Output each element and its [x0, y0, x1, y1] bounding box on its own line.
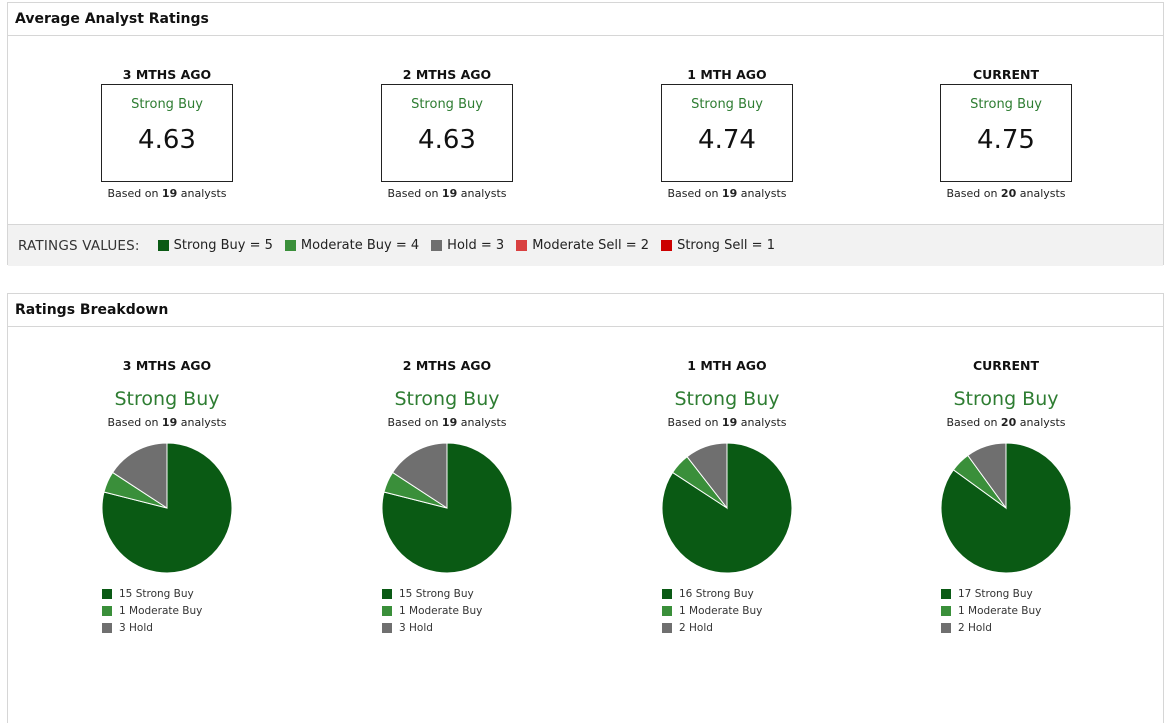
swatch-moderate-buy — [941, 605, 951, 616]
pie-legend-hold: 2 Hold — [941, 619, 1126, 636]
swatch-strong-sell — [661, 240, 673, 251]
swatch-moderate-buy — [284, 240, 296, 251]
breakdown-col-title: 3 MTHS AGO — [122, 358, 212, 373]
swatch-moderate-buy — [662, 605, 672, 616]
based-on-text: Based on 19 analysts — [387, 187, 507, 200]
pie-slice-hold — [111, 442, 168, 509]
based-on-text: Based on 19 analysts — [667, 187, 787, 200]
pie-legend-strong-buy: 15 Strong Buy — [382, 585, 567, 602]
pie-legend-moderate-buy: 1 Moderate Buy — [382, 602, 567, 619]
pie-legend-moderate-buy: 1 Moderate Buy — [102, 602, 287, 619]
based-on-text: Based on 19 analysts — [107, 187, 227, 200]
legend-item-moderate-buy: Moderate Buy = 4 — [284, 238, 419, 253]
pie-legend: 17 Strong Buy 1 Moderate Buy 2 Hold — [886, 585, 1126, 636]
based-on-text: Based on 19 analysts — [667, 416, 787, 429]
avg-col-title: 2 MTHS AGO — [402, 67, 492, 82]
breakdown-col-3-months-ago: 3 MTHS AGO Strong Buy Based on 19 analys… — [47, 357, 287, 636]
breakdown-col-title: CURRENT — [972, 358, 1040, 373]
breakdown-col-title: 2 MTHS AGO — [402, 358, 492, 373]
pie-legend: 15 Strong Buy 1 Moderate Buy 3 Hold — [327, 585, 567, 636]
swatch-hold — [662, 622, 672, 633]
average-ratings-title: Average Analyst Ratings — [8, 3, 1163, 36]
breakdown-col-current: CURRENT Strong Buy Based on 20 analysts … — [886, 357, 1126, 636]
pie-legend-moderate-buy: 1 Moderate Buy — [662, 602, 847, 619]
swatch-strong-buy — [941, 588, 951, 599]
swatch-strong-buy — [102, 588, 112, 599]
rating-box: Strong Buy 4.75 — [940, 84, 1072, 182]
avg-col-title: 3 MTHS AGO — [122, 67, 212, 82]
legend-item-hold: Hold = 3 — [431, 238, 504, 253]
swatch-moderate-buy — [102, 605, 112, 616]
rating-box: Strong Buy 4.74 — [661, 84, 793, 182]
pie-legend-hold: 2 Hold — [662, 619, 847, 636]
rating-box: Strong Buy 4.63 — [101, 84, 233, 182]
based-on-text: Based on 19 analysts — [387, 416, 507, 429]
rating-score: 4.63 — [418, 125, 476, 155]
rating-box: Strong Buy 4.63 — [381, 84, 513, 182]
swatch-hold — [941, 622, 951, 633]
legend-item-strong-buy: Strong Buy = 5 — [157, 238, 273, 253]
swatch-hold — [431, 240, 443, 251]
pie-legend-strong-buy: 15 Strong Buy — [102, 585, 287, 602]
breakdown-col-title: 1 MTH AGO — [687, 358, 767, 373]
avg-col-2-months-ago: 2 MTHS AGO Strong Buy 4.63 Based on 19 a… — [381, 66, 513, 200]
based-on-text: Based on 19 analysts — [107, 416, 227, 429]
legend-item-moderate-sell: Moderate Sell = 2 — [516, 238, 649, 253]
swatch-strong-buy — [157, 240, 169, 251]
pie-slice-hold — [391, 442, 448, 509]
ratings-pie-chart — [381, 442, 513, 574]
pie-legend: 15 Strong Buy 1 Moderate Buy 3 Hold — [47, 585, 287, 636]
pie-slice-hold — [967, 442, 1007, 510]
rating-label: Strong Buy — [131, 97, 203, 112]
pie-legend-moderate-buy: 1 Moderate Buy — [941, 602, 1126, 619]
swatch-hold — [382, 622, 392, 633]
rating-score: 4.63 — [138, 125, 196, 155]
pie-legend-hold: 3 Hold — [102, 619, 287, 636]
swatch-strong-buy — [382, 588, 392, 599]
rating-score: 4.74 — [698, 125, 756, 155]
swatch-hold — [102, 622, 112, 633]
breakdown-verdict: Strong Buy — [953, 388, 1059, 410]
breakdown-verdict: Strong Buy — [394, 388, 500, 410]
ratings-pie-chart — [101, 442, 233, 574]
avg-col-current: CURRENT Strong Buy 4.75 Based on 20 anal… — [940, 66, 1072, 200]
breakdown-verdict: Strong Buy — [674, 388, 780, 410]
swatch-moderate-buy — [382, 605, 392, 616]
average-ratings-row: 3 MTHS AGO Strong Buy 4.63 Based on 19 a… — [8, 36, 1163, 223]
based-on-text: Based on 20 analysts — [946, 187, 1066, 200]
pie-legend: 16 Strong Buy 1 Moderate Buy 2 Hold — [607, 585, 847, 636]
pie-slice-hold — [686, 442, 728, 510]
avg-col-title: CURRENT — [972, 67, 1040, 82]
pie-legend-strong-buy: 17 Strong Buy — [941, 585, 1126, 602]
swatch-moderate-sell — [516, 240, 528, 251]
breakdown-col-2-months-ago: 2 MTHS AGO Strong Buy Based on 19 analys… — [327, 357, 567, 636]
ratings-pie-chart — [940, 442, 1072, 574]
pie-legend-hold: 3 Hold — [382, 619, 567, 636]
ratings-breakdown-panel: Ratings Breakdown 3 MTHS AGO Strong Buy … — [7, 293, 1164, 723]
rating-label: Strong Buy — [970, 97, 1042, 112]
breakdown-col-1-month-ago: 1 MTH AGO Strong Buy Based on 19 analyst… — [607, 357, 847, 636]
pie-slice-strong-buy — [940, 442, 1072, 574]
legend-item-strong-sell: Strong Sell = 1 — [661, 238, 775, 253]
ratings-breakdown-title: Ratings Breakdown — [8, 294, 1163, 327]
pie-legend-strong-buy: 16 Strong Buy — [662, 585, 847, 602]
avg-col-title: 1 MTH AGO — [687, 67, 767, 82]
swatch-strong-buy — [662, 588, 672, 599]
based-on-text: Based on 20 analysts — [946, 416, 1066, 429]
ratings-pie-chart — [661, 442, 793, 574]
average-ratings-panel: Average Analyst Ratings 3 MTHS AGO Stron… — [7, 2, 1164, 266]
rating-label: Strong Buy — [691, 97, 763, 112]
rating-score: 4.75 — [977, 125, 1035, 155]
breakdown-verdict: Strong Buy — [114, 388, 220, 410]
avg-col-3-months-ago: 3 MTHS AGO Strong Buy 4.63 Based on 19 a… — [101, 66, 233, 200]
ratings-values-title: RATINGS VALUES: — [18, 237, 140, 254]
avg-col-1-month-ago: 1 MTH AGO Strong Buy 4.74 Based on 19 an… — [661, 66, 793, 200]
rating-label: Strong Buy — [411, 97, 483, 112]
ratings-values-legend: RATINGS VALUES: Strong Buy = 5 Moderate … — [8, 224, 1163, 266]
